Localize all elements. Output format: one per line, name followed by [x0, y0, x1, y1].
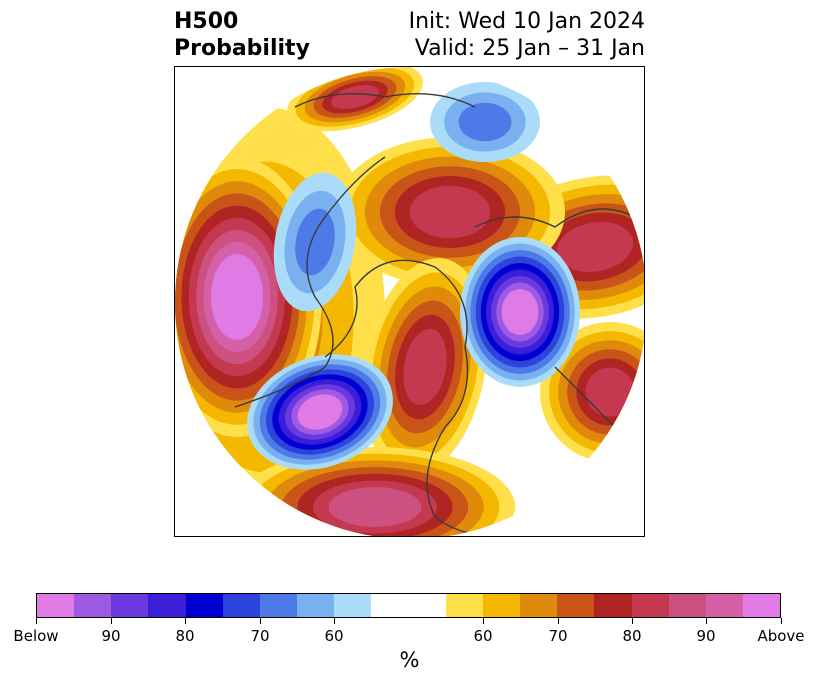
colorbar-tick-label: 80: [622, 627, 642, 645]
colorbar-swatch: [408, 594, 446, 617]
colorbar-swatch: [445, 594, 483, 617]
below-anomaly-greenland-contour: [295, 208, 335, 276]
colorbar-swatch: [74, 594, 112, 617]
colorbar-tick: [781, 618, 782, 624]
colorbar-swatch: [594, 594, 632, 617]
colorbar-swatch: [259, 594, 298, 617]
colorbar-swatch: [520, 594, 558, 617]
map-title: H500 Probability: [174, 8, 310, 62]
colorbar-tick: [706, 618, 707, 624]
colorbar-tick-label: 70: [250, 627, 270, 645]
colorbar-tick-label: Above: [757, 627, 805, 645]
colorbar-swatch: [297, 594, 335, 617]
field-layer: [175, 67, 644, 536]
init-date: Init: Wed 10 Jan 2024: [408, 9, 645, 34]
above-anomaly-europe-contour: [409, 185, 491, 239]
coastline: [324, 259, 469, 428]
title-product: Probability: [174, 36, 310, 61]
colorbar-tick: [558, 618, 559, 624]
colorbar-swatch: [148, 594, 186, 617]
colorbar-swatch: [631, 594, 669, 617]
map-dates: Init: Wed 10 Jan 2024 Valid: 25 Jan – 31…: [409, 8, 645, 62]
colorbar: [36, 593, 781, 618]
colorbar-tick: [260, 618, 261, 624]
title-variable: H500: [174, 9, 239, 34]
colorbar-swatch: [185, 594, 223, 617]
colorbar-tick: [185, 618, 186, 624]
colorbar-swatch: [37, 594, 75, 617]
colorbar-tick-label: 90: [101, 627, 121, 645]
coastline: [474, 208, 636, 228]
coastline: [294, 93, 476, 108]
above-anomaly-north-pacific-contour: [210, 254, 264, 340]
above-anomaly-atlantic-contour: [585, 367, 635, 417]
colorbar-tick-label: 60: [473, 627, 493, 645]
colorbar-swatch: [668, 594, 706, 617]
colorbar-tick: [632, 618, 633, 624]
colorbar-swatch: [705, 594, 743, 617]
probability-field: [175, 67, 644, 536]
coastline: [234, 156, 386, 408]
colorbar-tick: [111, 618, 112, 624]
colorbar-tick-label: 70: [548, 627, 568, 645]
colorbar-tick-label: 80: [175, 627, 195, 645]
colorbar-swatch: [222, 594, 260, 617]
colorbar-tick-label: Below: [13, 627, 59, 645]
colorbar-tick: [334, 618, 335, 624]
colorbar-swatch: [371, 594, 409, 617]
below-anomaly-east-asia-contour: [501, 289, 539, 335]
colorbar-swatch: [334, 594, 372, 617]
colorbar-swatch: [482, 594, 521, 617]
colorbar-tick: [36, 618, 37, 624]
above-anomaly-mexico-contour: [328, 487, 422, 527]
colorbar-swatch: [111, 594, 149, 617]
colorbar-swatch: [742, 594, 781, 617]
above-anomaly-canada-contour: [403, 328, 447, 406]
colorbar-label: %: [399, 648, 420, 672]
above-anomaly-arctic-contour: [331, 85, 379, 109]
above-anomaly-siberia-contour: [556, 221, 634, 273]
colorbar-tick-label: 60: [324, 627, 344, 645]
colorbar-tick-label: 90: [696, 627, 716, 645]
below-anomaly-siberia-light-contour: [458, 102, 512, 142]
below-anomaly-gulf-alaska-contour: [297, 394, 343, 430]
valid-range: Valid: 25 Jan – 31 Jan: [414, 36, 645, 61]
polar-map: [174, 66, 645, 537]
colorbar-swatch: [557, 594, 595, 617]
colorbar-tick: [483, 618, 484, 624]
